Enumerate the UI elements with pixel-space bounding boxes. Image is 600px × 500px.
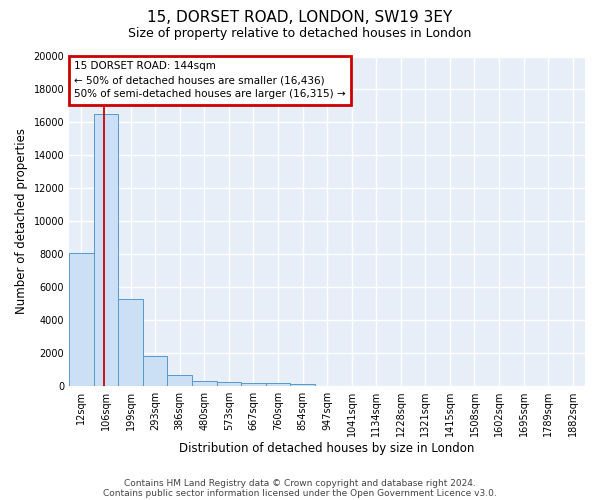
Bar xyxy=(217,382,241,386)
Bar xyxy=(143,356,167,386)
Bar xyxy=(266,384,290,386)
Text: 15, DORSET ROAD, LONDON, SW19 3EY: 15, DORSET ROAD, LONDON, SW19 3EY xyxy=(148,10,452,25)
Bar xyxy=(290,384,315,386)
Text: Contains public sector information licensed under the Open Government Licence v3: Contains public sector information licen… xyxy=(103,488,497,498)
Bar xyxy=(241,383,266,386)
Bar xyxy=(118,298,143,386)
Y-axis label: Number of detached properties: Number of detached properties xyxy=(15,128,28,314)
Bar xyxy=(69,252,94,386)
Bar xyxy=(94,114,118,386)
Text: Contains HM Land Registry data © Crown copyright and database right 2024.: Contains HM Land Registry data © Crown c… xyxy=(124,478,476,488)
Text: Size of property relative to detached houses in London: Size of property relative to detached ho… xyxy=(128,28,472,40)
Bar xyxy=(192,381,217,386)
X-axis label: Distribution of detached houses by size in London: Distribution of detached houses by size … xyxy=(179,442,475,455)
Bar xyxy=(167,374,192,386)
Text: 15 DORSET ROAD: 144sqm
← 50% of detached houses are smaller (16,436)
50% of semi: 15 DORSET ROAD: 144sqm ← 50% of detached… xyxy=(74,62,346,100)
